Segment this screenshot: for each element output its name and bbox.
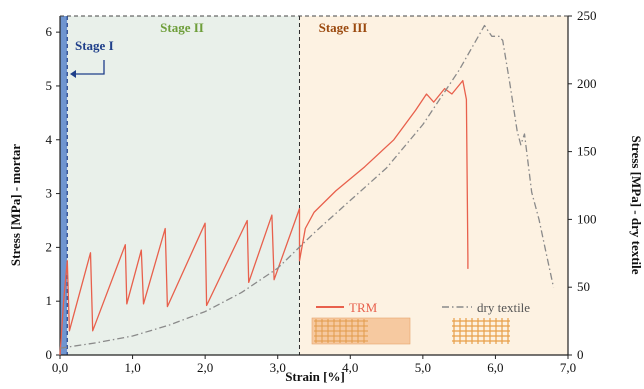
x-tick-label: 0,0 [52, 360, 68, 375]
y-left-tick-label: 6 [46, 24, 53, 39]
stage-one-arrow [76, 60, 105, 75]
y-right-tick-label: 200 [577, 76, 597, 91]
y-left-tick-label: 4 [46, 132, 53, 147]
series-line-trm [59, 79, 469, 356]
y-left-tick-label: 2 [46, 239, 53, 254]
x-tick-label: 3,0 [270, 360, 286, 375]
x-tick-label: 7,0 [560, 360, 576, 375]
y-right-tick-label: 250 [577, 8, 597, 23]
stage-band-3 [299, 16, 568, 355]
y-right-tick-label: 50 [577, 279, 590, 294]
stage-label-3: Stage III [319, 20, 368, 35]
y-left-tick-label: 5 [46, 78, 53, 93]
legend-label-trm: TRM [349, 300, 378, 315]
labels-layer: Stage I Stage II Stage III [70, 20, 367, 78]
x-tick-label: 4,0 [342, 360, 358, 375]
y-right-tick-label: 0 [577, 347, 584, 362]
x-tick-label: 2,0 [197, 360, 213, 375]
stage-bands [60, 16, 568, 355]
series-layer [59, 24, 555, 356]
axes: 0,0 1,0 2,0 3,0 4,0 5,0 6,0 7,00123456050100150… [46, 8, 597, 375]
stage-band-2 [67, 16, 300, 355]
y-left-axis-title: Stress [MPa] - mortar [8, 144, 23, 266]
x-tick-label: 6,0 [487, 360, 503, 375]
y-right-tick-label: 150 [577, 144, 597, 159]
y-left-tick-label: 1 [46, 293, 53, 308]
stage-band-1 [60, 16, 68, 355]
y-right-tick-label: 100 [577, 211, 597, 226]
x-tick-label: 1,0 [124, 360, 140, 375]
stage-one-arrow-head [70, 70, 76, 78]
stage-label-2: Stage II [160, 20, 204, 35]
x-axis-title: Strain [%] [285, 369, 345, 384]
legend: TRM dry textile [311, 300, 530, 345]
x-tick-label: 5,0 [415, 360, 431, 375]
y-left-tick-label: 3 [46, 186, 53, 201]
y-left-tick-label: 0 [46, 347, 53, 362]
legend-label-dry-textile: dry textile [477, 300, 530, 315]
y-right-axis-title: Stress [MPa] - dry textile [629, 135, 644, 274]
stage-label-1: Stage I [75, 38, 114, 53]
